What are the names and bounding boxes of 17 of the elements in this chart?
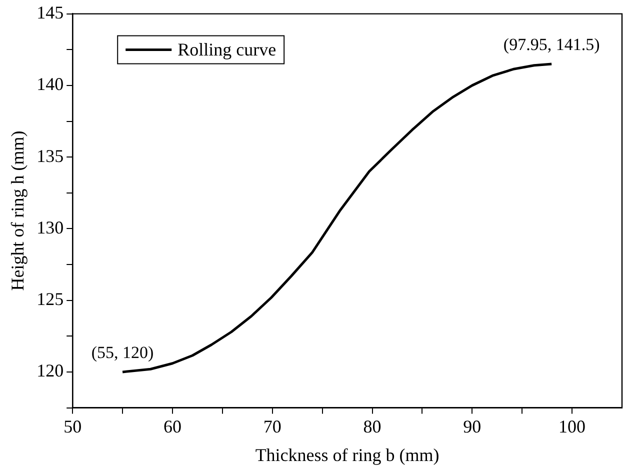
x-tick-label: 60 bbox=[163, 416, 182, 436]
y-tick-label: 130 bbox=[36, 217, 64, 238]
x-tick-label: 80 bbox=[363, 416, 382, 436]
y-tick-label: 125 bbox=[36, 289, 64, 310]
y-tick-label: 135 bbox=[36, 146, 64, 166]
y-axis-title: Height of ring h (mm) bbox=[8, 130, 28, 291]
x-tick-label: 90 bbox=[463, 416, 482, 436]
y-tick-label: 140 bbox=[36, 74, 64, 94]
annotation: (97.95, 141.5) bbox=[503, 34, 600, 54]
annotation: (55, 120) bbox=[91, 342, 154, 362]
x-tick-label: 100 bbox=[558, 416, 586, 436]
x-tick-label: 70 bbox=[263, 416, 282, 436]
legend-label: Rolling curve bbox=[178, 40, 276, 60]
x-tick-label: 50 bbox=[64, 416, 82, 436]
x-axis-title: Thickness of ring b (mm) bbox=[255, 444, 440, 465]
y-tick-label: 120 bbox=[36, 360, 64, 381]
y-tick-label: 145 bbox=[36, 2, 64, 23]
